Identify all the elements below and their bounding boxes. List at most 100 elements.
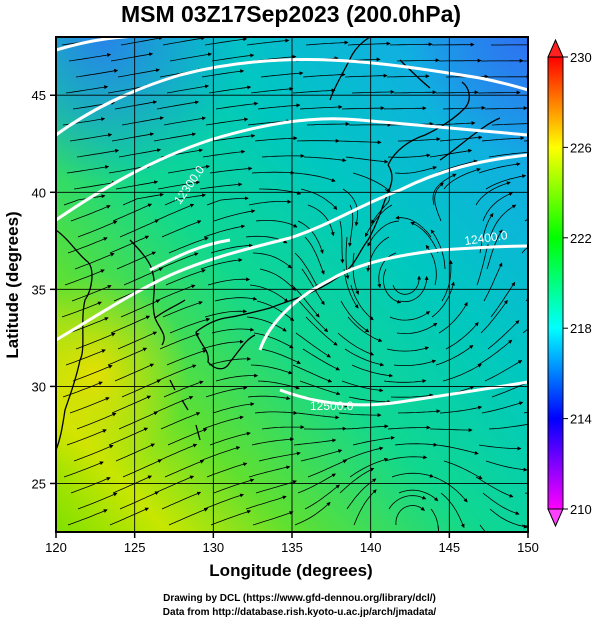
streamline (484, 360, 523, 382)
streamline (207, 277, 251, 286)
streamline (215, 101, 259, 110)
streamline (307, 204, 335, 237)
streamline (77, 492, 118, 510)
streamline (389, 310, 431, 321)
height-contours (56, 37, 528, 407)
y-axis-label: Latitude (degrees) (3, 211, 22, 358)
streamline (252, 252, 292, 269)
streamline (72, 365, 113, 382)
x-axis-ticks: 120 125 130 135 140 145 150 (45, 532, 539, 555)
streamline (388, 495, 427, 510)
streamline (351, 89, 395, 94)
streamline (377, 252, 397, 289)
streamline (386, 74, 430, 79)
streamline (154, 475, 195, 494)
streamline (304, 426, 347, 431)
contour-label-12500: 12500.0 (310, 399, 354, 413)
streamline (479, 524, 487, 532)
streamline (398, 137, 441, 142)
streamline (167, 164, 211, 174)
streamline (63, 461, 104, 478)
streamline (439, 135, 483, 142)
streamline (199, 446, 241, 462)
streamline (165, 269, 206, 286)
streamline (383, 379, 427, 384)
streamline (339, 467, 375, 494)
streamline (257, 103, 301, 110)
streamline (307, 459, 348, 478)
colorbar-max-arrow (547, 38, 564, 58)
streamline (75, 68, 119, 78)
streamline (435, 90, 479, 95)
streamline (208, 356, 252, 366)
streamline (66, 429, 107, 446)
streamline (391, 472, 434, 478)
streamline (76, 412, 117, 430)
streamline (115, 443, 156, 462)
streamline (297, 220, 324, 254)
colorbar-tick-label: 218 (570, 321, 592, 336)
streamline (392, 275, 422, 295)
streamline (61, 301, 102, 318)
streamline (161, 491, 202, 510)
streamline (394, 442, 438, 447)
streamline (256, 300, 295, 322)
colorbar-tick-label: 222 (570, 231, 592, 246)
streamline (486, 229, 503, 270)
streamline (395, 505, 425, 526)
streamline (120, 37, 163, 46)
streamline (295, 332, 331, 358)
streamline (396, 322, 438, 334)
streamline (394, 166, 437, 174)
streamline (304, 484, 340, 510)
streamline (398, 489, 439, 502)
colorbar-tick-label: 214 (570, 412, 592, 427)
streamline (399, 275, 429, 303)
streamline (245, 495, 287, 510)
streamline (157, 443, 198, 462)
streamline (114, 100, 158, 110)
streamline (386, 346, 430, 352)
streamline (210, 509, 252, 526)
streamline (110, 52, 154, 62)
streamline (346, 478, 377, 510)
streamline (292, 88, 336, 94)
streamline (478, 162, 521, 174)
streamline (302, 348, 341, 371)
streamline (260, 348, 301, 364)
streamline (440, 492, 465, 529)
streamline (69, 133, 113, 142)
streamline (478, 90, 521, 95)
streamline (202, 149, 246, 158)
streamline (259, 268, 296, 291)
streamline (70, 205, 111, 222)
streamline (213, 478, 255, 494)
streamline (123, 267, 164, 286)
streamline (389, 42, 433, 47)
streamline (489, 508, 528, 529)
streamline (303, 156, 347, 163)
streamline (480, 299, 508, 334)
streamline (200, 258, 243, 270)
streamline (349, 457, 389, 478)
streamline (476, 243, 490, 286)
streamline (65, 85, 109, 94)
streamline (115, 180, 159, 190)
streamline (301, 268, 325, 306)
streamline (258, 451, 301, 462)
streamline (337, 332, 375, 356)
streamline (153, 132, 197, 142)
streamline (384, 455, 428, 462)
streamline (347, 41, 391, 46)
streamline (435, 345, 474, 366)
streamline (298, 300, 329, 333)
streamline (261, 425, 305, 430)
streamline (248, 465, 291, 478)
streamline (121, 379, 162, 398)
streamline (410, 222, 439, 254)
streamline (483, 262, 503, 302)
streamline (344, 348, 385, 367)
streamline (209, 431, 251, 446)
streamline (205, 385, 248, 398)
streamline (121, 116, 164, 126)
